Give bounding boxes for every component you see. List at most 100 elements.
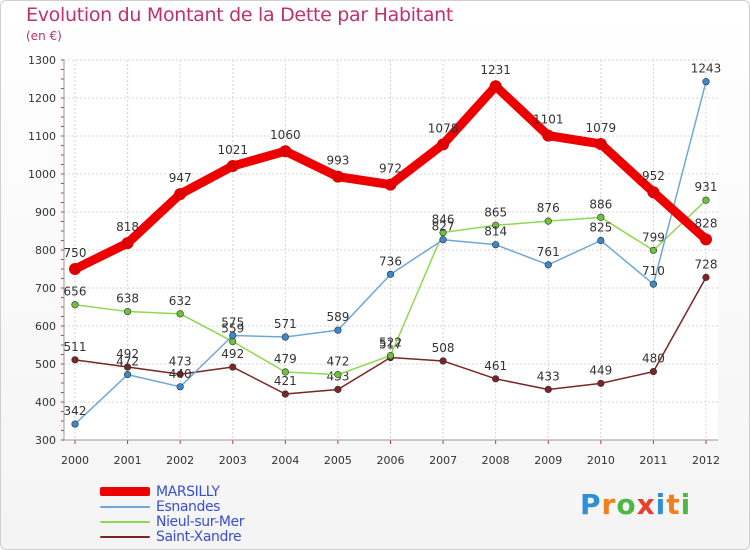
y-tick-label: 500 <box>35 358 56 371</box>
data-point <box>492 221 500 229</box>
data-label: 508 <box>432 341 455 355</box>
data-label: 571 <box>274 317 297 331</box>
chart-unit: (en €) <box>26 29 62 43</box>
y-tick-label: 900 <box>35 206 56 219</box>
logo-letter: r <box>601 488 617 521</box>
data-point <box>71 301 79 309</box>
data-point <box>384 178 397 191</box>
data-point <box>386 352 395 360</box>
data-point <box>489 80 502 93</box>
data-point <box>597 236 605 245</box>
proxiti-logo[interactable]: Proxiti <box>580 488 691 521</box>
data-label: 886 <box>589 197 612 211</box>
data-point <box>492 241 500 249</box>
data-label: 972 <box>379 162 402 176</box>
data-point <box>439 236 447 244</box>
data-label: 931 <box>695 180 718 194</box>
chart-legend: MARSILLY Esnandes Nieul-sur-Mer Saint-Xa… <box>100 484 245 545</box>
data-label: 1243 <box>691 62 722 76</box>
data-point <box>176 370 184 378</box>
x-tick-label: 2008 <box>482 454 510 467</box>
data-point <box>71 356 79 364</box>
legend-item-nieul-sur-mer: Nieul-sur-Mer <box>100 513 245 530</box>
data-label: 846 <box>432 213 455 227</box>
data-label: 479 <box>274 352 297 366</box>
data-point <box>71 420 79 428</box>
data-label: 575 <box>221 316 244 330</box>
data-label: 736 <box>379 254 402 268</box>
data-point <box>439 228 447 237</box>
legend-item-esnandes: Esnandes <box>100 499 244 515</box>
data-label: 589 <box>326 310 349 324</box>
logo-letter: o <box>616 488 637 521</box>
data-label: 638 <box>116 292 139 306</box>
y-tick-label: 600 <box>35 320 56 333</box>
data-label: 1021 <box>217 143 248 157</box>
chart-title: Evolution du Montant de la Dette par Hab… <box>26 4 454 26</box>
data-label: 433 <box>537 369 560 383</box>
data-label: 750 <box>64 246 87 260</box>
data-label: 814 <box>484 225 507 239</box>
data-label: 632 <box>169 294 192 308</box>
legend-swatch <box>100 520 150 523</box>
data-label: 472 <box>326 355 349 369</box>
legend-swatch <box>100 487 150 496</box>
y-tick-label: 1300 <box>28 54 56 67</box>
data-label: 827 <box>432 220 455 234</box>
data-point <box>69 263 81 275</box>
y-tick-label: 1100 <box>28 130 56 143</box>
data-label: 522 <box>379 336 402 350</box>
data-point <box>123 307 132 316</box>
data-point <box>281 390 289 398</box>
data-point <box>334 385 342 394</box>
data-point <box>700 233 712 246</box>
data-point <box>279 145 292 158</box>
data-label: 1101 <box>533 113 564 127</box>
x-tick-label: 2003 <box>219 454 247 467</box>
logo-letter: i <box>655 488 667 521</box>
data-point <box>437 138 450 151</box>
data-label: 876 <box>537 201 560 215</box>
data-label: 947 <box>169 171 192 185</box>
data-point <box>544 385 552 394</box>
data-label: 1078 <box>428 121 459 135</box>
data-point <box>123 371 132 379</box>
data-point <box>544 261 552 269</box>
y-tick-label: 800 <box>35 244 56 257</box>
data-label: 342 <box>64 404 87 418</box>
data-point <box>176 310 184 318</box>
data-point <box>649 368 658 376</box>
data-label: 461 <box>484 359 507 373</box>
data-label: 825 <box>589 221 612 235</box>
y-tick-label: 1200 <box>28 92 56 105</box>
data-point <box>226 160 239 173</box>
data-point <box>597 213 605 221</box>
data-label: 473 <box>169 354 192 368</box>
legend-label: Saint-Xandre <box>156 528 242 545</box>
data-label: 993 <box>326 154 349 168</box>
logo-letter: P <box>580 488 602 521</box>
data-point <box>702 273 710 281</box>
data-point <box>544 217 552 225</box>
x-tick-label: 2009 <box>534 454 562 467</box>
data-label: 511 <box>64 340 87 354</box>
x-tick-label: 2005 <box>324 454 352 467</box>
data-label: 761 <box>537 245 560 259</box>
data-label: 421 <box>274 374 297 388</box>
legend-swatch <box>100 535 150 538</box>
data-label: 1060 <box>270 128 301 142</box>
legend-label: Nieul-sur-Mer <box>156 513 245 530</box>
data-point <box>334 326 342 334</box>
y-tick-label: 700 <box>35 282 56 295</box>
data-label: 952 <box>642 169 665 183</box>
y-tick-label: 300 <box>35 434 56 447</box>
data-label: 828 <box>695 216 718 230</box>
x-tick-label: 2007 <box>429 454 457 467</box>
x-tick-label: 2010 <box>587 454 615 467</box>
data-point <box>229 331 237 340</box>
data-label: 865 <box>484 205 507 219</box>
data-point <box>649 280 658 288</box>
data-label: 492 <box>116 347 139 361</box>
data-label: 480 <box>642 352 665 366</box>
x-tick-label: 2006 <box>377 454 405 467</box>
